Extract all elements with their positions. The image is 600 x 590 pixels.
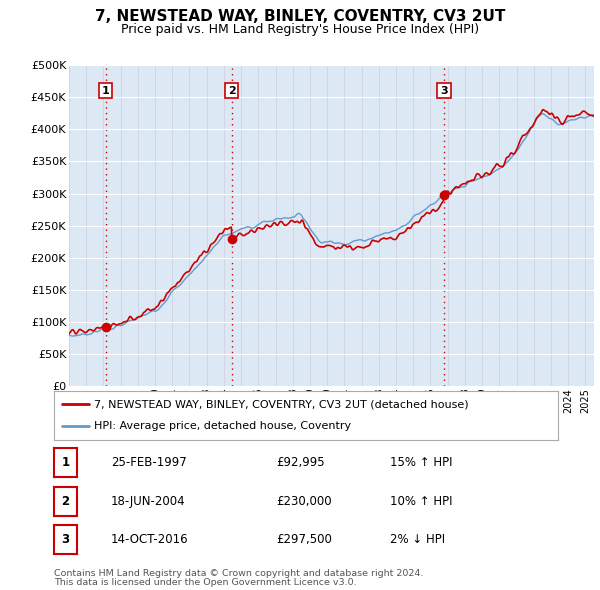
Text: Price paid vs. HM Land Registry's House Price Index (HPI): Price paid vs. HM Land Registry's House …	[121, 23, 479, 36]
Text: 1: 1	[102, 86, 110, 96]
Text: This data is licensed under the Open Government Licence v3.0.: This data is licensed under the Open Gov…	[54, 578, 356, 588]
Text: £230,000: £230,000	[276, 494, 332, 508]
Text: 7, NEWSTEAD WAY, BINLEY, COVENTRY, CV3 2UT: 7, NEWSTEAD WAY, BINLEY, COVENTRY, CV3 2…	[95, 9, 505, 24]
Text: Contains HM Land Registry data © Crown copyright and database right 2024.: Contains HM Land Registry data © Crown c…	[54, 569, 424, 578]
Text: £297,500: £297,500	[276, 533, 332, 546]
Text: 10% ↑ HPI: 10% ↑ HPI	[390, 494, 452, 508]
Text: 14-OCT-2016: 14-OCT-2016	[111, 533, 188, 546]
Text: 25-FEB-1997: 25-FEB-1997	[111, 456, 187, 470]
Text: 1: 1	[61, 456, 70, 470]
Text: 7, NEWSTEAD WAY, BINLEY, COVENTRY, CV3 2UT (detached house): 7, NEWSTEAD WAY, BINLEY, COVENTRY, CV3 2…	[94, 399, 469, 409]
Text: 3: 3	[61, 533, 70, 546]
Text: HPI: Average price, detached house, Coventry: HPI: Average price, detached house, Cove…	[94, 421, 352, 431]
Text: 15% ↑ HPI: 15% ↑ HPI	[390, 456, 452, 470]
Text: 3: 3	[440, 86, 448, 96]
Text: 18-JUN-2004: 18-JUN-2004	[111, 494, 185, 508]
Text: 2: 2	[61, 494, 70, 508]
Text: 2% ↓ HPI: 2% ↓ HPI	[390, 533, 445, 546]
Text: £92,995: £92,995	[276, 456, 325, 470]
Text: 2: 2	[228, 86, 236, 96]
